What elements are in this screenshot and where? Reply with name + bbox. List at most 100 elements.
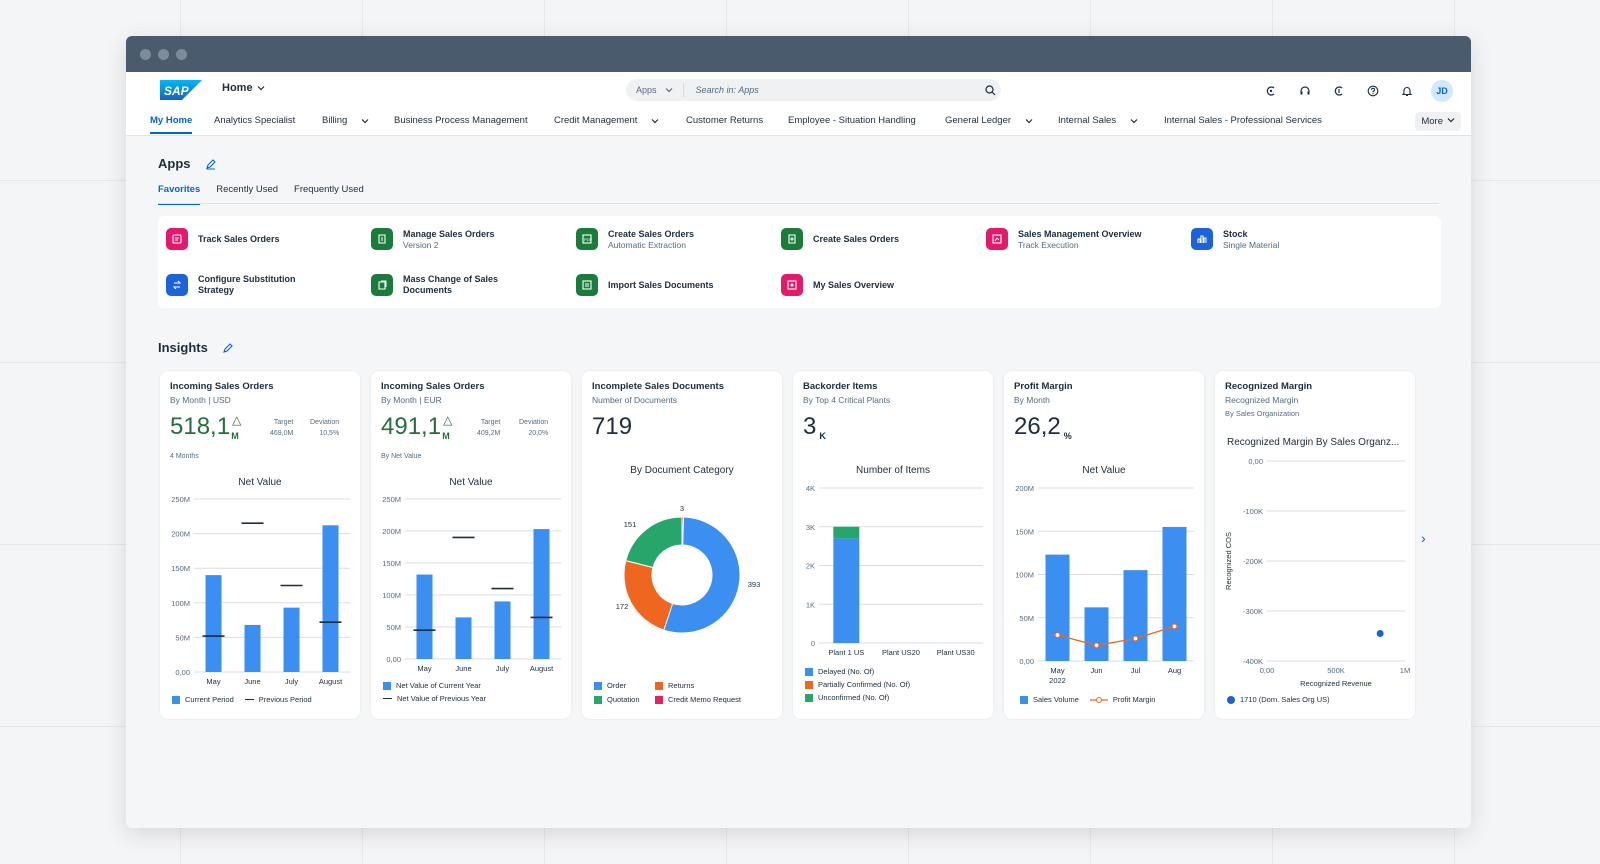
x-tick-label: May (1050, 666, 1064, 675)
search-scope-select[interactable]: Apps (626, 83, 684, 97)
tab-favorites[interactable]: Favorites (158, 184, 201, 205)
app-stock[interactable]: Stock Single Material (1191, 228, 1381, 250)
bar (1084, 607, 1109, 661)
bar (1045, 554, 1070, 661)
kpi-unit: M (231, 431, 239, 441)
legend-label: Current Period (185, 695, 234, 704)
track-orders-icon (166, 228, 188, 250)
bar (833, 538, 860, 643)
nav-label: My Home (150, 115, 193, 126)
headset-icon[interactable] (1295, 81, 1315, 101)
sap-logo[interactable]: SAP (160, 80, 202, 100)
edit-icon[interactable] (205, 158, 217, 170)
more-menu-button[interactable]: More (1415, 112, 1461, 131)
x-tick-label: August (319, 677, 343, 686)
app-import-sales-documents[interactable]: Import Sales Documents (576, 274, 766, 296)
tab-employee-situation-handling[interactable]: Employee - Situation Handling (788, 115, 916, 126)
legend-swatch (655, 695, 663, 704)
nav-label: Employee - Situation Handling (788, 115, 916, 126)
nav-label: Customer Returns (686, 115, 764, 126)
insight-card-incoming-orders-eur[interactable]: Incoming Sales Orders By Month | EUR 491… (371, 371, 571, 719)
chart-title: Net Value (449, 477, 493, 488)
y-tick-label: 50M (1019, 614, 1034, 623)
app-manage-sales-orders[interactable]: Manage Sales Orders Version 2 (371, 228, 561, 250)
app-mass-change-sales-documents[interactable]: Mass Change of Sales Documents (371, 274, 561, 296)
tab-credit-management[interactable]: Credit Management (554, 115, 659, 126)
legend-label: Quotation (607, 695, 640, 704)
legend-label: Sales Volume (1033, 695, 1079, 704)
window-close-dot[interactable] (140, 48, 151, 60)
window-maximize-dot[interactable] (176, 48, 187, 60)
y-tick-label: 150M (1015, 527, 1034, 536)
legend-label: Credit Memo Request (668, 695, 741, 704)
search-input[interactable]: Search in: Apps (695, 85, 759, 95)
card-subtitle: By Month | EUR (381, 395, 442, 405)
edit-icon[interactable] (222, 342, 234, 354)
tab-my-home[interactable]: My Home (150, 115, 193, 134)
shell-bar: SAP Home Apps Search in: Apps JD (126, 72, 1471, 108)
tab-general-ledger[interactable]: General Ledger (945, 115, 1033, 126)
insight-card-profit-margin[interactable]: Profit Margin By Month 26,2% Net Value 0… (1004, 371, 1204, 719)
app-track-sales-orders[interactable]: Track Sales Orders (166, 228, 356, 250)
insight-card-incomplete-documents[interactable]: Incomplete Sales Documents Number of Doc… (582, 371, 782, 719)
target-label: Target (273, 419, 294, 426)
search-icon[interactable] (979, 84, 1001, 96)
bar (416, 574, 433, 659)
tab-business-process-management[interactable]: Business Process Management (394, 115, 528, 126)
home-menu[interactable]: Home (222, 82, 265, 94)
legend-entry: Returns (655, 681, 765, 690)
legend-label: 1710 (Dom. Sales Org US) (1240, 695, 1330, 704)
substitution-icon (166, 274, 188, 296)
tab-analytics-specialist[interactable]: Analytics Specialist (214, 115, 295, 126)
target-label: Target (480, 419, 501, 426)
favorite-apps-panel: Track Sales Orders Manage Sales Orders Ve… (158, 216, 1441, 308)
chevron-right-icon[interactable]: › (1421, 530, 1426, 546)
tab-recently-used[interactable]: Recently Used (216, 184, 279, 195)
window-minimize-dot[interactable] (158, 48, 169, 60)
insight-card-backorder-items[interactable]: Backorder Items By Top 4 Critical Plants… (793, 371, 993, 719)
user-avatar[interactable]: JD (1431, 80, 1453, 102)
app-create-sales-orders[interactable]: Create Sales Orders (781, 228, 971, 250)
insight-card-incoming-orders-usd[interactable]: Incoming Sales Orders By Month | USD 518… (160, 371, 360, 719)
legend-entry: Net Value of Previous Year (383, 694, 486, 703)
insight-card-recognized-margin[interactable]: Recognized Margin Recognized Margin By S… (1215, 371, 1415, 719)
window-titlebar (126, 36, 1471, 72)
apps-section-title: Apps (158, 156, 217, 171)
joule-icon[interactable] (1261, 81, 1281, 101)
legend-label: Partially Confirmed (No. Of) (818, 680, 911, 689)
search-bar[interactable]: Apps Search in: Apps (626, 79, 1001, 101)
app-create-sales-orders-automatic[interactable]: PDF Create Sales Orders Automatic Extract… (576, 228, 766, 250)
legend-swatch (655, 681, 663, 690)
tab-internal-sales[interactable]: Internal Sales (1058, 115, 1138, 126)
slice-label: 3 (680, 504, 684, 513)
x-tick-label: 500K (1327, 666, 1345, 675)
kpi-unit: M (442, 431, 450, 441)
bar (283, 607, 300, 672)
x-sub-label: 2022 (1049, 676, 1066, 685)
legend-label: Returns (668, 681, 695, 690)
donut-slice (663, 516, 741, 634)
copilot-icon[interactable] (1329, 81, 1349, 101)
card-title: Incoming Sales Orders (381, 381, 485, 392)
chart-legend: Net Value of Current Year Net Value of P… (383, 681, 486, 703)
pdf-icon: PDF (576, 228, 598, 250)
kpi-target: Target 409,2M (477, 417, 500, 439)
kpi-number: 491,1 (381, 413, 442, 440)
tab-customer-returns[interactable]: Customer Returns (686, 115, 763, 126)
tab-billing[interactable]: Billing (322, 115, 369, 126)
bar (833, 526, 860, 539)
app-configure-substitution-strategy[interactable]: Configure Substitution Strategy (166, 274, 356, 296)
chart-title: Recognized Margin By Sales Organz... (1227, 437, 1400, 448)
tab-frequently-used[interactable]: Frequently Used (294, 184, 364, 195)
legend-label: Unconfirmed (No. Of) (818, 693, 890, 702)
target-value: 469,0M (270, 430, 294, 437)
tab-internal-sales-professional-services[interactable]: Internal Sales - Professional Services (1164, 115, 1322, 126)
legend-line-marker (1089, 696, 1108, 703)
bell-icon[interactable] (1397, 81, 1417, 101)
app-sales-management-overview[interactable]: Sales Management Overview Track Execution (986, 228, 1176, 250)
app-subtitle: Single Material (1223, 239, 1280, 250)
legend-entry: Order (594, 681, 650, 690)
app-my-sales-overview[interactable]: My Sales Overview (781, 274, 971, 296)
apps-title: Apps (158, 156, 191, 171)
help-icon[interactable] (1363, 81, 1383, 101)
